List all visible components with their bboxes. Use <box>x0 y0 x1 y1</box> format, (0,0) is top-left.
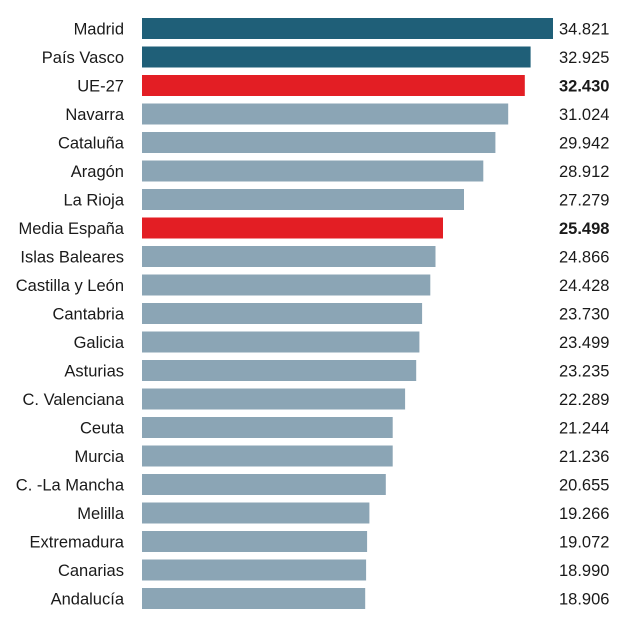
category-label-islas-baleares: Islas Baleares <box>20 249 124 267</box>
category-label-canarias: Canarias <box>58 562 124 580</box>
bar-c-la-mancha <box>142 474 386 495</box>
bar-ceuta <box>142 417 393 438</box>
value-label-andalucia: 18.906 <box>559 591 609 609</box>
bar-c-valenciana <box>142 388 406 410</box>
bar-melilla <box>142 502 370 524</box>
category-labels-group: Madrid País Vasco UE-27 Navarra Cataluña Arag… <box>16 21 125 609</box>
bar-cantabria <box>142 303 423 324</box>
category-label-pais-vasco: País Vasco <box>42 49 124 67</box>
bar-aragon <box>142 160 484 182</box>
bar-navarra <box>142 103 509 125</box>
value-label-asturias: 23.235 <box>559 363 609 381</box>
bar-asturias <box>142 360 417 381</box>
category-label-media-espana: Media España <box>19 220 125 238</box>
value-labels-group: 34.821 32.925 32.430 31.024 29.942 28.912 27.2… <box>559 21 609 609</box>
category-label-extremadura: Extremadura <box>30 534 125 552</box>
category-label-cantabria: Cantabria <box>52 306 124 324</box>
bar-media-espana <box>142 217 443 239</box>
value-label-c-la-mancha: 20.655 <box>559 477 609 495</box>
value-label-ceuta: 21.244 <box>559 420 609 438</box>
category-label-c-valenciana: C. Valenciana <box>22 391 124 409</box>
value-label-pais-vasco: 32.925 <box>559 49 609 67</box>
bar-islas-baleares <box>142 246 436 267</box>
value-label-canarias: 18.990 <box>559 562 609 580</box>
value-label-murcia: 21.236 <box>559 448 609 466</box>
value-label-aragon: 28.912 <box>559 163 609 181</box>
category-label-navarra: Navarra <box>65 106 125 124</box>
bar-andalucia <box>142 588 366 609</box>
category-label-galicia: Galicia <box>74 334 125 352</box>
category-label-aragon: Aragón <box>71 163 124 181</box>
category-label-madrid: Madrid <box>74 21 124 39</box>
bars-group <box>142 18 553 609</box>
value-label-navarra: 31.024 <box>559 106 609 124</box>
category-label-murcia: Murcia <box>74 448 124 466</box>
bar-ue-27 <box>142 75 525 96</box>
value-label-galicia: 23.499 <box>559 334 609 352</box>
value-label-castilla-y-leon: 24.428 <box>559 277 609 295</box>
value-label-cataluna: 29.942 <box>559 135 609 153</box>
bar-murcia <box>142 445 393 467</box>
category-label-cataluna: Cataluña <box>58 135 125 153</box>
value-label-melilla: 19.266 <box>559 505 609 523</box>
value-label-media-espana: 25.498 <box>559 220 609 238</box>
value-label-ue-27: 32.430 <box>559 78 609 96</box>
value-label-cantabria: 23.730 <box>559 306 609 324</box>
bar-pais-vasco <box>142 46 531 68</box>
category-label-c-la-mancha: C. -La Mancha <box>16 477 125 495</box>
value-label-islas-baleares: 24.866 <box>559 249 609 267</box>
bar-extremadura <box>142 531 368 552</box>
bar-cataluna <box>142 132 496 153</box>
bar-madrid <box>142 18 553 39</box>
category-label-castilla-y-leon: Castilla y León <box>16 277 124 295</box>
value-label-extremadura: 19.072 <box>559 534 609 552</box>
category-label-la-rioja: La Rioja <box>63 192 124 210</box>
bar-la-rioja <box>142 189 464 210</box>
category-label-melilla: Melilla <box>77 505 125 523</box>
value-label-la-rioja: 27.279 <box>559 192 609 210</box>
value-label-madrid: 34.821 <box>559 21 609 39</box>
bar-canarias <box>142 559 367 581</box>
category-label-ue-27: UE-27 <box>77 78 124 96</box>
category-label-asturias: Asturias <box>64 363 124 381</box>
value-label-c-valenciana: 22.289 <box>559 391 609 409</box>
category-label-ceuta: Ceuta <box>80 420 125 438</box>
bar-castilla-y-leon <box>142 274 431 296</box>
category-label-andalucia: Andalucía <box>51 591 125 609</box>
bar-galicia <box>142 331 420 353</box>
